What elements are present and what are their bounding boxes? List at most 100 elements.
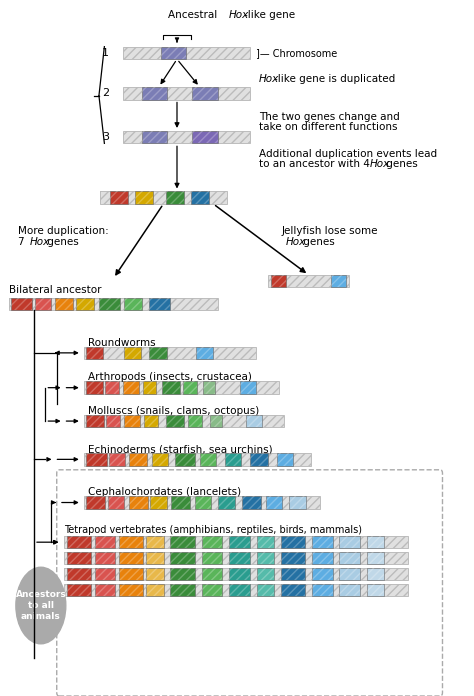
Bar [146, 552, 164, 564]
Bar [144, 415, 158, 427]
Bar [192, 131, 218, 143]
Bar [146, 584, 164, 596]
Bar [281, 552, 305, 564]
Bar [86, 415, 104, 427]
Bar [67, 552, 91, 564]
Bar [201, 536, 222, 548]
Text: Hox: Hox [29, 237, 50, 246]
Bar [289, 496, 306, 509]
Bar [136, 191, 153, 204]
Bar [277, 453, 293, 466]
Bar [118, 584, 143, 596]
Text: take on different functions: take on different functions [259, 122, 397, 132]
Text: 3: 3 [102, 132, 109, 142]
Bar [109, 453, 125, 466]
Bar [367, 536, 384, 548]
Bar [136, 191, 153, 204]
Bar [118, 584, 143, 596]
Bar [35, 298, 51, 310]
Bar [162, 381, 180, 394]
Bar [84, 496, 320, 509]
Text: -like gene: -like gene [244, 10, 295, 20]
Bar [161, 47, 186, 59]
Bar [339, 584, 360, 596]
Bar [175, 453, 195, 466]
Text: Ancestors
to all
animals: Ancestors to all animals [16, 590, 66, 621]
Bar [84, 496, 320, 509]
Bar [229, 536, 250, 548]
Bar [257, 568, 274, 580]
Bar [312, 552, 333, 564]
Bar [367, 584, 384, 596]
Bar [11, 298, 32, 310]
Bar [118, 568, 143, 580]
Bar [250, 453, 268, 466]
Bar [312, 536, 333, 548]
Bar [219, 496, 235, 509]
Bar [257, 552, 274, 564]
Text: Hox: Hox [228, 10, 248, 20]
Bar [188, 415, 202, 427]
Bar [246, 415, 262, 427]
Bar [171, 536, 195, 548]
Bar [339, 536, 360, 548]
Bar [64, 568, 409, 580]
Bar [9, 298, 218, 310]
Text: Hox: Hox [286, 237, 306, 246]
Text: Additional duplication events lead: Additional duplication events lead [259, 149, 437, 159]
Bar [99, 298, 120, 310]
Bar [84, 347, 256, 359]
Bar [146, 568, 164, 580]
Bar [35, 298, 51, 310]
Bar [118, 568, 143, 580]
Bar [124, 415, 140, 427]
Bar [175, 453, 195, 466]
Bar [339, 568, 360, 580]
Bar [95, 568, 115, 580]
Bar [95, 536, 115, 548]
Text: Ancestral: Ancestral [168, 10, 220, 20]
Bar [203, 381, 215, 394]
Bar [9, 298, 218, 310]
Text: Hox: Hox [370, 159, 390, 168]
Bar [67, 536, 91, 548]
Bar [166, 415, 184, 427]
Bar [118, 536, 143, 548]
Bar [257, 536, 274, 548]
Bar [118, 552, 143, 564]
Bar [123, 131, 250, 143]
Bar [64, 536, 409, 548]
Bar [142, 87, 167, 100]
Bar [143, 381, 156, 394]
Bar [250, 453, 268, 466]
Bar [183, 381, 197, 394]
Bar [129, 453, 147, 466]
Bar [367, 568, 384, 580]
Bar [123, 87, 250, 100]
Bar [64, 584, 409, 596]
Bar [99, 298, 120, 310]
Bar [339, 552, 360, 564]
Bar [240, 381, 255, 394]
Bar [271, 275, 286, 287]
Text: Hox: Hox [259, 74, 279, 84]
Bar [210, 415, 222, 427]
Bar [86, 347, 103, 359]
Text: 2: 2 [102, 88, 109, 98]
Bar [281, 568, 305, 580]
Bar [84, 381, 279, 394]
Text: Bilateral ancestor: Bilateral ancestor [9, 285, 101, 295]
Text: -like gene is duplicated: -like gene is duplicated [273, 74, 395, 84]
Bar [225, 453, 240, 466]
Bar [192, 131, 218, 143]
Bar [196, 347, 213, 359]
Bar [55, 298, 73, 310]
Bar [312, 568, 333, 580]
Bar [312, 536, 333, 548]
Bar [339, 568, 360, 580]
Bar [64, 568, 409, 580]
Text: Roundworms: Roundworms [89, 338, 156, 347]
Bar [240, 381, 255, 394]
Bar [118, 536, 143, 548]
Bar [312, 552, 333, 564]
